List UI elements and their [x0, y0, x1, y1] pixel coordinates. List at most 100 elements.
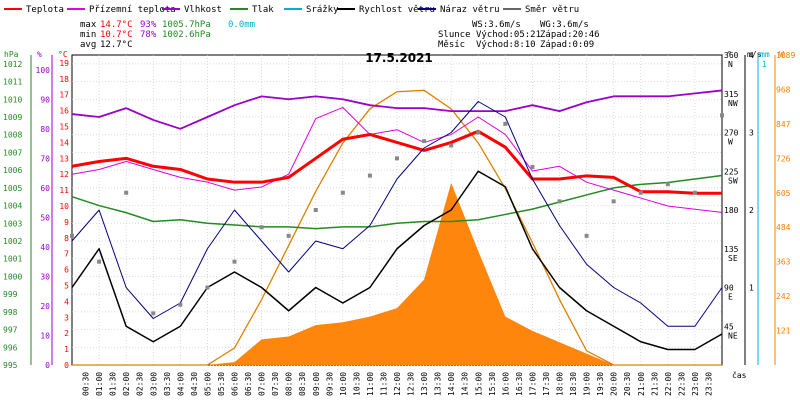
- wind-direction-point: [259, 225, 264, 230]
- wind-direction-point: [205, 285, 210, 290]
- wind-direction-point: [232, 259, 237, 264]
- x-tick-label: 04:00: [176, 372, 185, 396]
- axis-w-tick: 968: [776, 85, 791, 94]
- axis-pct-tick: 20: [40, 302, 50, 311]
- axis-dir-label: °: [727, 50, 732, 59]
- legend-label: Teplota: [26, 5, 64, 15]
- wind-direction-point: [611, 199, 616, 204]
- x-tick-label: 18:00: [556, 372, 565, 396]
- axis-hpa-label: hPa: [4, 50, 19, 59]
- legend-label: Náraz větru: [440, 5, 500, 15]
- axis-w-tick: 363: [776, 258, 791, 267]
- wind-direction-point: [178, 302, 183, 307]
- info-moon-rise: Východ:8:10: [476, 40, 536, 50]
- axis-dir-name: N: [728, 60, 733, 69]
- legend: Teplota Přízemní teplota Vlhkost Tlak Srážky…: [4, 5, 579, 15]
- solar-theoretical-line: [72, 89, 722, 366]
- axis-pct-tick: 50: [40, 213, 50, 222]
- axis-pct-tick: 70: [40, 154, 50, 163]
- x-tick-label: 04:30: [190, 372, 199, 396]
- axis-mm-tick: 1: [762, 60, 767, 69]
- wind-direction-point: [395, 156, 399, 161]
- x-tick-label: 14:30: [461, 372, 470, 396]
- wind-direction-point: [692, 190, 697, 195]
- axis-hpa-tick: 1008: [3, 131, 22, 140]
- wind-direction-point: [476, 130, 481, 135]
- chart-title: 17.5.2021: [365, 51, 433, 65]
- x-tick-label: 13:00: [420, 372, 429, 396]
- x-tick-label: 03:00: [149, 372, 158, 396]
- x-tick-label: 01:00: [95, 372, 104, 396]
- x-tick-label: 12:00: [393, 372, 402, 396]
- x-tick-label: 15:30: [488, 372, 497, 396]
- x-tick-label: 02:30: [136, 372, 145, 396]
- axis-dir-tick: 45: [724, 322, 734, 331]
- axis-temp-tick: 7: [64, 250, 69, 259]
- solar-radiation-fill: [72, 182, 722, 365]
- x-tick-label: 12:30: [407, 372, 416, 396]
- axis-temp-label: °C: [58, 50, 68, 59]
- axis-temp-tick: 9: [64, 218, 69, 227]
- wind-direction-point: [503, 121, 508, 126]
- x-tick-label: 11:00: [366, 372, 375, 396]
- solar-radiation-area: [72, 89, 722, 366]
- axis-temp-tick: 0: [64, 361, 69, 370]
- stats-min-label: min: [80, 30, 96, 40]
- axis-dir-name: NE: [728, 331, 738, 340]
- x-tick-label: 06:00: [231, 372, 240, 396]
- axis-temp-tick: 18: [59, 75, 69, 84]
- stats-block: max 14.7°C 93% 1005.7hPa 0.0mm min 10.7°…: [80, 20, 255, 50]
- axis-temp-tick: 17: [59, 91, 69, 100]
- axis-hpa-tick: 997: [3, 326, 18, 335]
- axis-ms-tick: 3: [749, 129, 754, 138]
- humidity-line: [71, 89, 723, 130]
- legend-label: Tlak: [252, 5, 274, 15]
- axis-hpa-tick: 996: [3, 343, 18, 352]
- axis-temp-tick: 13: [59, 154, 69, 163]
- x-tick-label: 02:00: [122, 372, 131, 396]
- x-tick-label: 01:30: [109, 372, 118, 396]
- x-tick-label: 09:30: [325, 372, 334, 396]
- info-sun-rise: Východ:05:21: [476, 30, 541, 40]
- axis-temp-tick: 4: [64, 297, 69, 306]
- axis-temp-tick: 14: [59, 138, 69, 147]
- axis-hpa-tick: 995: [3, 361, 18, 370]
- axis-pct-tick: 90: [40, 95, 50, 104]
- x-tick-label: 03:30: [163, 372, 172, 396]
- wind-direction-point: [340, 190, 345, 195]
- wind-direction-point: [557, 199, 562, 204]
- x-tick-label: 21:00: [637, 372, 646, 396]
- axis-hpa-tick: 1002: [3, 237, 22, 246]
- axis-temp-tick: 3: [64, 313, 69, 322]
- wind-speed-line: [71, 170, 723, 351]
- axis-hpa-tick: 1007: [3, 148, 22, 157]
- pressure-line: [71, 174, 723, 230]
- x-tick-label: 08:30: [298, 372, 307, 396]
- x-tick-label: 15:00: [474, 372, 483, 396]
- wind-direction-point: [97, 259, 102, 264]
- wind-direction-point: [151, 311, 156, 316]
- axis-dir-tick: 180: [724, 206, 739, 215]
- x-tick-label: 23:00: [691, 372, 700, 396]
- x-tick-label: 07:00: [258, 372, 267, 396]
- axis-dir-tick: 270: [724, 129, 739, 138]
- axis-hpa-tick: 1012: [3, 60, 22, 69]
- axis-dir-name: SE: [728, 254, 738, 263]
- x-tick-label: 20:00: [610, 372, 619, 396]
- x-axis-label: čas: [732, 370, 747, 380]
- legend-label: Přízemní teplota: [89, 5, 176, 15]
- ground-temperature-line: [71, 106, 723, 213]
- axis-ms-tick: 1: [749, 284, 754, 293]
- axis-dir-name: NW: [728, 99, 738, 108]
- axis-pct-tick: 40: [40, 243, 50, 252]
- axis-pct-tick: 100: [36, 66, 51, 75]
- axis-hpa-tick: 1001: [3, 255, 22, 264]
- info-ws: WS:3.6m/s: [472, 20, 521, 30]
- axis-w-tick: 1089: [776, 51, 795, 60]
- axis-w-tick: 121: [776, 327, 791, 336]
- x-tick-label: 10:00: [339, 372, 348, 396]
- axis-pct-tick: 0: [45, 361, 50, 370]
- axis-hpa-tick: 998: [3, 308, 18, 317]
- axis-temp-tick: 6: [64, 266, 69, 275]
- axis-ms-tick: 4: [749, 51, 754, 60]
